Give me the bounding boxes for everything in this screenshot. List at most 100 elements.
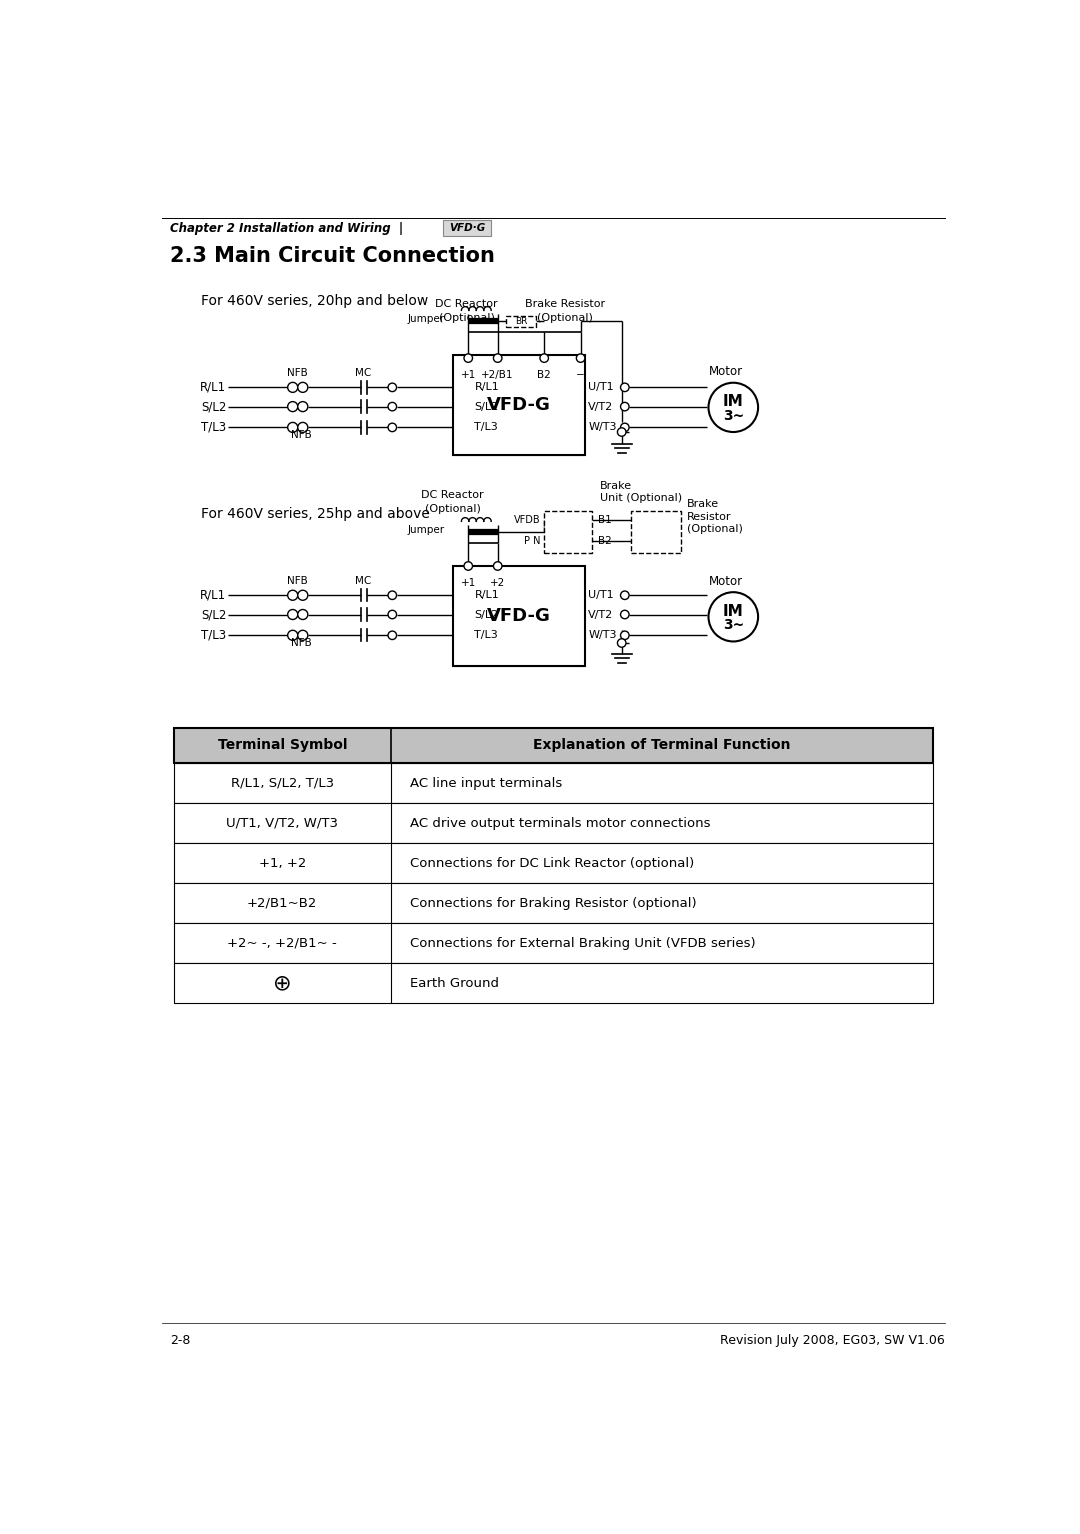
Text: Brake: Brake [687,500,719,509]
Circle shape [298,591,308,600]
Text: VFD-G: VFD-G [487,607,551,624]
Text: NFB: NFB [292,638,312,647]
Circle shape [708,592,758,641]
Text: Earth Ground: Earth Ground [410,977,499,989]
Text: BR: BR [515,316,527,325]
Text: 3~: 3~ [723,618,744,632]
Text: U/T1: U/T1 [589,591,615,600]
Text: 2-8: 2-8 [170,1335,190,1347]
Text: S/L2: S/L2 [201,400,227,413]
Text: Terminal Symbol: Terminal Symbol [217,738,347,752]
Circle shape [464,561,473,571]
Circle shape [621,630,629,640]
Text: +2/B1: +2/B1 [482,370,514,379]
Circle shape [494,561,502,571]
Text: U/T1, V/T2, W/T3: U/T1, V/T2, W/T3 [226,816,338,830]
Text: +1: +1 [461,370,476,379]
Text: Chapter 2 Installation and Wiring  |: Chapter 2 Installation and Wiring | [170,222,403,235]
Text: Connections for External Braking Unit (VFDB series): Connections for External Braking Unit (V… [410,937,756,950]
Text: T/L3: T/L3 [474,630,498,640]
Bar [174,923,933,963]
Text: W/T3: W/T3 [589,422,617,433]
Bar [444,219,491,236]
Text: Revision July 2008, EG03, SW V1.06: Revision July 2008, EG03, SW V1.06 [720,1335,945,1347]
Text: MC: MC [355,577,372,586]
Text: Motor: Motor [708,575,743,588]
Text: V/T2: V/T2 [589,402,613,411]
Text: R/L1: R/L1 [474,382,499,393]
Circle shape [388,611,396,618]
Text: For 460V series, 20hp and below: For 460V series, 20hp and below [201,295,428,308]
Bar [174,727,933,762]
Text: NFB: NFB [292,430,312,440]
Text: R/L1: R/L1 [200,380,227,394]
Text: VFD·G: VFD·G [449,222,486,233]
Text: ⊕: ⊕ [273,974,292,994]
Text: B2: B2 [538,370,551,379]
Bar [174,963,933,1003]
Circle shape [621,423,629,431]
Circle shape [621,402,629,411]
Text: B1: B1 [598,515,612,525]
Bar [453,566,584,666]
Circle shape [577,354,585,362]
Text: Unit (Optional): Unit (Optional) [600,494,683,503]
Circle shape [287,591,298,600]
Text: Connections for DC Link Reactor (optional): Connections for DC Link Reactor (optiona… [410,856,694,870]
Text: (Optional): (Optional) [687,525,743,534]
Text: +2/B1~B2: +2/B1~B2 [247,897,318,910]
Circle shape [298,609,308,620]
Text: R/L1: R/L1 [474,591,499,600]
Circle shape [464,354,473,362]
Circle shape [388,423,396,431]
Text: S/L2: S/L2 [474,609,499,620]
Bar [544,511,592,552]
Text: Brake Resistor: Brake Resistor [525,299,605,310]
Text: (Optional): (Optional) [424,505,481,514]
Text: For 460V series, 25hp and above: For 460V series, 25hp and above [201,508,430,522]
Text: NFB: NFB [287,577,308,586]
Text: AC line input terminals: AC line input terminals [410,776,563,790]
Circle shape [621,384,629,391]
Text: Brake: Brake [600,482,632,491]
Text: Resistor: Resistor [687,512,731,522]
Circle shape [388,384,396,391]
Text: R/L1, S/L2, T/L3: R/L1, S/L2, T/L3 [231,776,334,790]
Text: DC Reactor: DC Reactor [421,491,484,500]
Bar [174,884,933,923]
Text: Explanation of Terminal Function: Explanation of Terminal Function [534,738,791,752]
Text: T/L3: T/L3 [201,420,227,434]
Circle shape [621,591,629,600]
Circle shape [287,402,298,411]
Circle shape [287,422,298,433]
Circle shape [540,354,549,362]
Text: Connections for Braking Resistor (optional): Connections for Braking Resistor (option… [410,897,697,910]
Text: 2.3 Main Circuit Connection: 2.3 Main Circuit Connection [170,247,495,267]
Text: S/L2: S/L2 [201,607,227,621]
Circle shape [287,609,298,620]
Text: NFB: NFB [287,368,308,379]
Circle shape [388,402,396,411]
Text: T/L3: T/L3 [474,422,498,433]
Text: B2: B2 [598,537,612,546]
Circle shape [298,402,308,411]
Circle shape [494,354,502,362]
Text: S/L2: S/L2 [474,402,499,411]
Text: Jumper: Jumper [408,314,445,324]
Text: VFDB: VFDB [514,515,540,525]
Bar [174,844,933,884]
Text: AC drive output terminals motor connections: AC drive output terminals motor connecti… [410,816,711,830]
Text: Jumper: Jumper [408,525,445,535]
Text: +2: +2 [490,577,505,588]
Bar [453,354,584,456]
Bar [174,762,933,804]
Text: MC: MC [355,368,372,379]
Text: T/L3: T/L3 [201,629,227,641]
Text: +2~ -, +2/B1~ -: +2~ -, +2/B1~ - [228,937,337,950]
Text: VFD-G: VFD-G [487,396,551,414]
Bar [507,316,536,327]
Circle shape [388,630,396,640]
Circle shape [287,382,298,393]
Text: (Optional): (Optional) [537,313,593,324]
Text: IM: IM [723,394,744,410]
